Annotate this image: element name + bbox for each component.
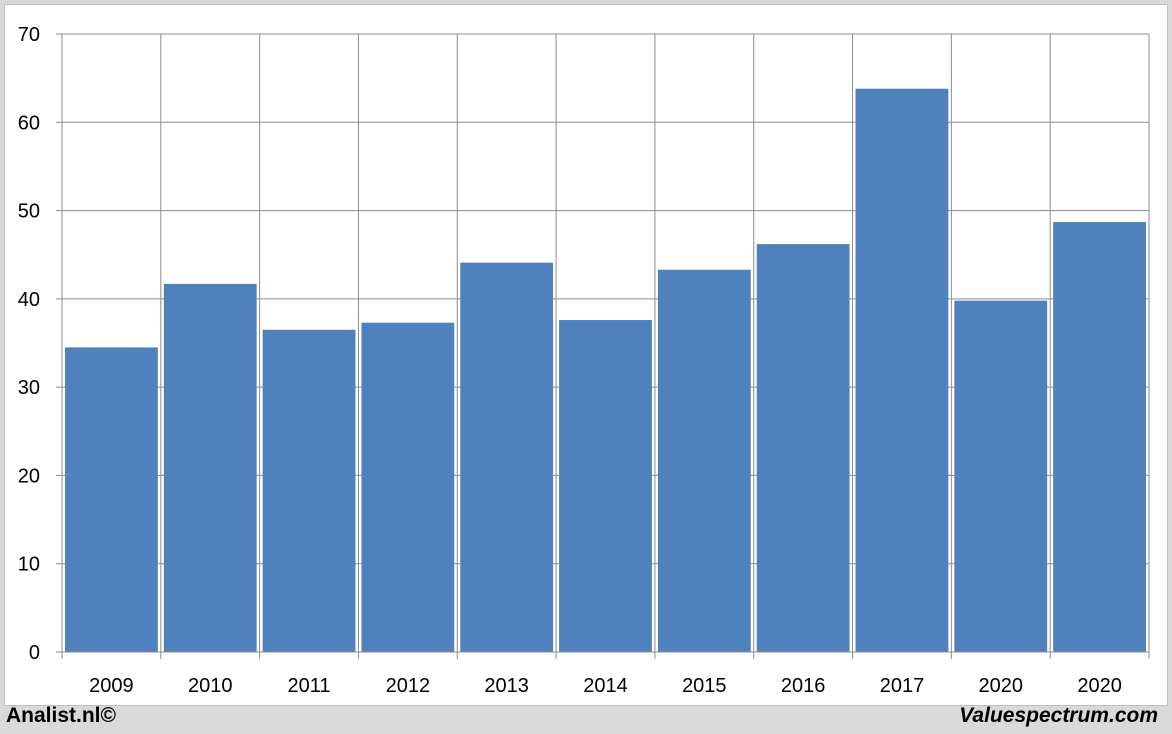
x-tick-label: 2012 [386, 675, 431, 697]
bar-2011 [262, 329, 356, 652]
bar-2009 [65, 347, 158, 652]
bar-2020 [954, 300, 1048, 652]
y-tick-label: 50 [18, 201, 40, 223]
y-tick-label: 60 [18, 112, 40, 134]
x-tick-label: 2020 [1077, 675, 1122, 697]
bar-2020 [1053, 222, 1146, 652]
x-tick-label: 2017 [880, 675, 925, 697]
bar-chart: 0 10 20 30 40 50 60 70 2009 2010 2011 2012 2013 2014 2… [18, 24, 1150, 697]
bar-2016 [756, 244, 850, 652]
bar-2013 [460, 262, 554, 652]
x-tick-label: 2010 [188, 675, 233, 697]
y-tick-label: 30 [18, 377, 40, 399]
x-tick-label: 2015 [682, 675, 727, 697]
axes [56, 33, 1150, 659]
bar-2010 [163, 283, 257, 652]
x-tick-label: 2020 [979, 675, 1024, 697]
source-credit-left: Analist.nl© [6, 704, 116, 727]
bar-2017 [855, 88, 949, 653]
bar-2015 [657, 269, 751, 652]
bar-2012 [361, 322, 455, 652]
tick-labels: 0 10 20 30 40 50 60 70 2009 2010 2011 2012 2013 2014 2… [18, 24, 1122, 697]
x-tick-label: 2009 [89, 675, 134, 697]
source-credit-right: Valuespectrum.com [959, 704, 1158, 727]
y-tick-label: 10 [18, 554, 40, 576]
x-tick-label: 2016 [781, 675, 826, 697]
y-tick-label: 70 [18, 24, 40, 46]
y-tick-label: 40 [18, 289, 40, 311]
x-tick-label: 2011 [288, 675, 331, 697]
x-tick-label: 2013 [484, 675, 529, 697]
y-tick-label: 20 [18, 465, 40, 487]
y-tick-label: 0 [29, 642, 40, 664]
bars [65, 88, 1146, 653]
x-tick-label: 2014 [583, 675, 628, 697]
bar-2014 [559, 320, 652, 652]
